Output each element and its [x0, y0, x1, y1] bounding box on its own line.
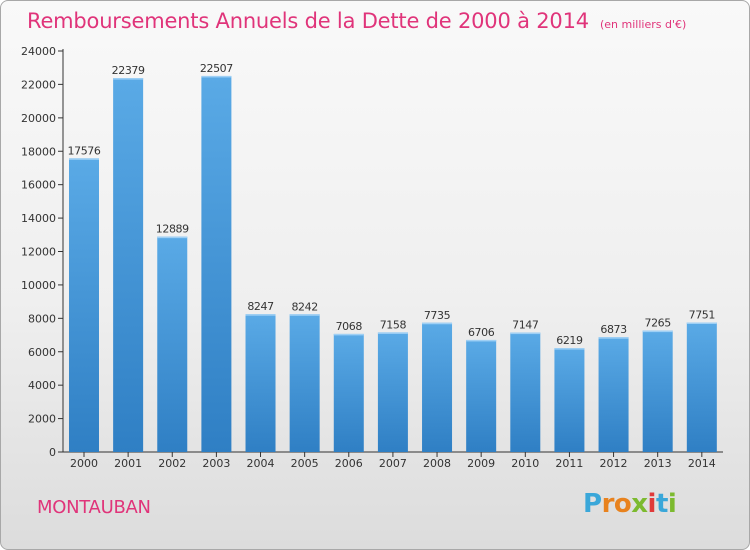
- bar-highlight: [510, 332, 541, 335]
- x-tick-label: 2003: [202, 457, 230, 470]
- x-tick-label: 2005: [291, 457, 319, 470]
- bar-value-label: 22379: [112, 64, 145, 77]
- x-tick-label: 2012: [600, 457, 628, 470]
- city-name: MONTAUBAN: [37, 497, 151, 518]
- bar-highlight: [598, 337, 629, 339]
- bar: [466, 339, 497, 452]
- x-tick-label: 2011: [555, 457, 583, 470]
- bar-value-label: 7265: [644, 317, 671, 330]
- bar: [642, 330, 673, 452]
- logo-letter: x: [631, 489, 648, 519]
- bar-value-label: 6873: [600, 323, 627, 336]
- bar: [201, 75, 232, 452]
- y-tick-label: 4000: [28, 379, 56, 392]
- bar-highlight: [201, 75, 232, 78]
- bar-highlight: [245, 314, 276, 316]
- bar-highlight: [554, 348, 585, 350]
- x-tick-label: 2006: [335, 457, 363, 470]
- bar-highlight: [157, 236, 188, 239]
- bar: [333, 333, 364, 452]
- x-tick-label: 2008: [423, 457, 451, 470]
- proxiti-logo: Proxiti: [583, 489, 677, 519]
- bar: [289, 314, 320, 452]
- y-tick-label: 2000: [28, 413, 56, 426]
- logo-letter: t: [655, 489, 668, 519]
- y-tick-label: 18000: [21, 145, 56, 158]
- logo-letter: i: [647, 489, 657, 519]
- bar: [69, 158, 99, 452]
- y-tick-label: 12000: [21, 246, 56, 259]
- bar-highlight: [69, 158, 99, 160]
- bar-value-label: 7147: [512, 319, 539, 332]
- y-tick-label: 8000: [28, 312, 56, 325]
- bar: [422, 322, 453, 452]
- logo-letter: P: [583, 489, 602, 519]
- bar-value-label: 17576: [68, 144, 101, 157]
- x-tick-label: 2014: [688, 457, 716, 470]
- bar-value-label: 7158: [380, 318, 407, 331]
- bar: [510, 332, 541, 452]
- bar-value-label: 7735: [424, 309, 451, 322]
- y-tick-label: 20000: [21, 112, 56, 125]
- chart-title-block: Remboursements Annuels de la Dette de 20…: [27, 9, 686, 33]
- x-tick-label: 2001: [114, 457, 142, 470]
- bar-highlight: [113, 78, 144, 80]
- y-tick-label: 22000: [21, 78, 56, 91]
- y-tick-label: 6000: [28, 346, 56, 359]
- bar-value-label: 7068: [336, 320, 363, 333]
- bar-value-label: 8247: [247, 300, 274, 313]
- bar-value-label: 22507: [200, 62, 233, 75]
- bar-value-label: 12889: [156, 223, 189, 236]
- bar-value-label: 8242: [291, 300, 317, 313]
- y-tick-label: 10000: [21, 279, 56, 292]
- bar: [245, 314, 276, 452]
- y-tick-label: 14000: [21, 212, 56, 225]
- bar-highlight: [422, 322, 453, 325]
- bar-highlight: [289, 314, 320, 316]
- x-tick-label: 2007: [379, 457, 407, 470]
- bar-highlight: [377, 332, 408, 334]
- bar: [157, 236, 188, 452]
- logo-letter: i: [667, 489, 677, 519]
- bar-highlight: [466, 339, 497, 342]
- logo-letter: o: [613, 489, 632, 519]
- y-tick-label: 24000: [21, 45, 56, 58]
- bar-value-label: 6219: [556, 334, 583, 347]
- bar: [377, 332, 408, 452]
- bar: [113, 78, 144, 453]
- chart-title: Remboursements Annuels de la Dette de 20…: [27, 9, 589, 33]
- x-tick-label: 2010: [511, 457, 539, 470]
- y-tick-label: 16000: [21, 179, 56, 192]
- x-tick-label: 2002: [158, 457, 186, 470]
- chart-unit-note: (en milliers d'€): [600, 18, 687, 31]
- bar-highlight: [686, 322, 717, 324]
- bar: [554, 348, 585, 452]
- bar-value-label: 6706: [468, 326, 495, 339]
- bar-highlight: [642, 330, 673, 333]
- bar: [598, 337, 629, 452]
- x-tick-label: 2013: [644, 457, 672, 470]
- logo-letter: r: [601, 489, 615, 519]
- bar-value-label: 7751: [689, 308, 715, 321]
- x-tick-label: 2009: [467, 457, 495, 470]
- x-tick-label: 2004: [247, 457, 275, 470]
- bar: [686, 322, 717, 452]
- y-tick-label: 0: [49, 446, 56, 459]
- x-tick-label: 2000: [70, 457, 98, 470]
- bar-highlight: [333, 333, 364, 336]
